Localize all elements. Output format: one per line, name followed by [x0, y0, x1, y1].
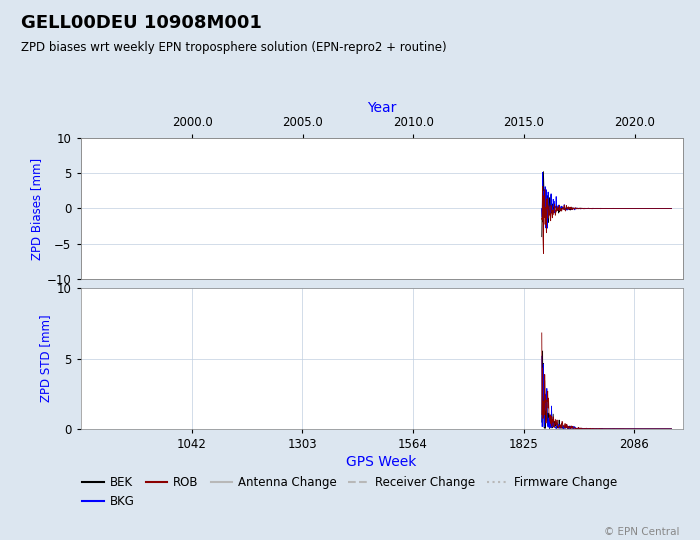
BEK [635, 426, 643, 432]
BKG [651, 426, 659, 432]
BEK [631, 426, 639, 432]
Y-axis label: ZPD STD [mm]: ZPD STD [mm] [39, 315, 52, 402]
ROB [538, 184, 547, 190]
BEK [643, 426, 652, 432]
ROB [538, 215, 546, 222]
BKG [538, 353, 546, 360]
ROB [652, 205, 660, 212]
Line: ROB: ROB [542, 333, 671, 429]
ROB [603, 426, 611, 432]
ROB [631, 426, 639, 432]
BEK [603, 205, 612, 212]
Legend: BEK, BKG, ROB, Antenna Change, Receiver Change, Firmware Change: BEK, BKG, ROB, Antenna Change, Receiver … [78, 471, 622, 512]
Y-axis label: ZPD Biases [mm]: ZPD Biases [mm] [29, 158, 43, 260]
BKG [652, 205, 660, 212]
BEK [650, 426, 658, 432]
X-axis label: Year: Year [367, 100, 396, 114]
Text: © EPN Central: © EPN Central [603, 527, 679, 537]
BEK [603, 426, 612, 432]
BKG [538, 169, 547, 176]
BEK [649, 205, 657, 212]
BEK [538, 348, 547, 354]
BKG [538, 205, 546, 212]
ROB [603, 205, 611, 212]
ROB [643, 205, 652, 212]
Line: BEK: BEK [542, 172, 671, 237]
Line: BKG: BKG [542, 356, 671, 429]
BKG [666, 426, 674, 432]
BEK [603, 205, 611, 212]
ROB [538, 330, 546, 336]
ROB [649, 426, 657, 432]
BKG [643, 205, 652, 212]
BEK [667, 426, 676, 432]
ROB [603, 205, 612, 212]
BKG [602, 426, 610, 432]
BEK [539, 168, 547, 175]
ROB [667, 205, 676, 212]
BEK [538, 419, 546, 426]
X-axis label: GPS Week: GPS Week [346, 456, 416, 469]
Line: BEK: BEK [542, 351, 671, 429]
BEK [603, 426, 611, 432]
BKG [667, 426, 676, 432]
BKG [603, 205, 612, 212]
BEK [643, 205, 651, 212]
ROB [539, 250, 547, 256]
BKG [649, 426, 657, 432]
BKG [603, 205, 611, 212]
Text: GELL00DEU 10908M001: GELL00DEU 10908M001 [21, 14, 262, 31]
ROB [651, 426, 659, 432]
Text: ZPD biases wrt weekly EPN troposphere solution (EPN-repro2 + routine): ZPD biases wrt weekly EPN troposphere so… [21, 40, 447, 53]
BKG [667, 205, 676, 212]
BKG [631, 205, 640, 212]
ROB [650, 205, 658, 212]
ROB [667, 426, 676, 432]
BEK [652, 426, 660, 432]
BKG [603, 426, 611, 432]
BEK [667, 205, 676, 212]
ROB [602, 426, 610, 432]
ROB [645, 426, 653, 432]
BKG [643, 426, 651, 432]
BKG [650, 205, 658, 212]
Line: BKG: BKG [542, 172, 671, 228]
ROB [631, 205, 640, 212]
BEK [651, 205, 659, 212]
ROB [643, 426, 651, 432]
BKG [631, 426, 639, 432]
Line: ROB: ROB [542, 187, 671, 253]
BEK [631, 205, 639, 212]
BKG [543, 225, 552, 231]
BEK [538, 233, 546, 240]
